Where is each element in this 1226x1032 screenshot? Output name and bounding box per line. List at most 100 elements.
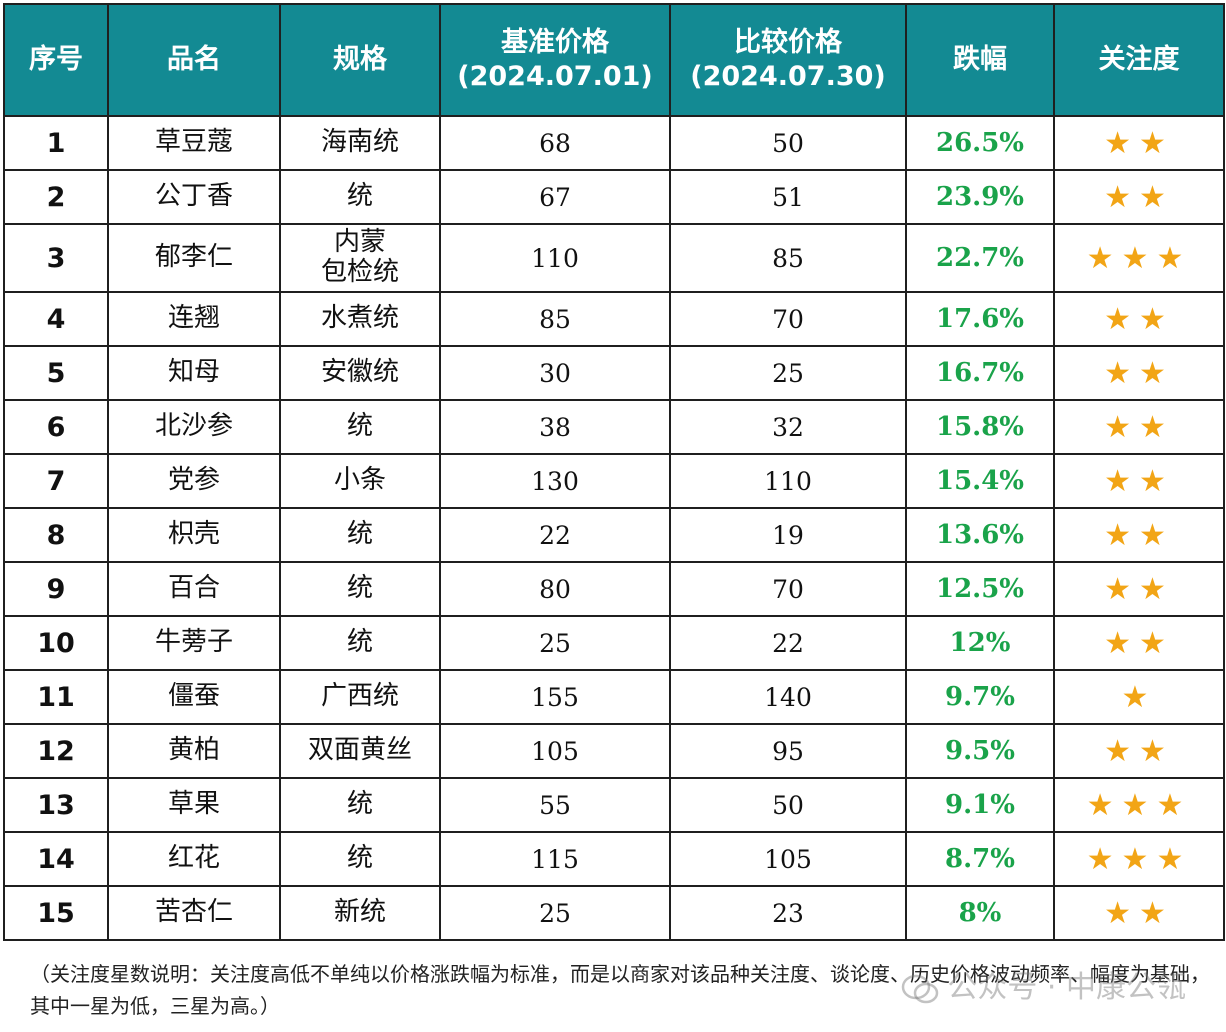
base-price: 55	[439, 777, 671, 833]
header-name: 品名	[107, 3, 281, 117]
row-index: 8	[3, 507, 109, 563]
item-name: 郁李仁	[107, 223, 281, 293]
header-base-price: 基准价格 (2024.07.01)	[439, 3, 671, 117]
row-index: 4	[3, 291, 109, 347]
base-price: 25	[439, 885, 671, 941]
drop-percent: 8.7%	[905, 831, 1055, 887]
item-name: 知母	[107, 345, 281, 401]
watermark: 公众号 · 中康公瓴	[901, 962, 1186, 1006]
attention-note: （关注度星数说明：关注度高低不单纯以价格涨跌幅为标准，而是以商家对该品种关注度、…	[30, 962, 1210, 1018]
row-index: 3	[3, 223, 109, 293]
item-spec: 统	[279, 831, 441, 887]
drop-percent: 13.6%	[905, 507, 1055, 563]
drop-percent: 9.7%	[905, 669, 1055, 725]
watermark-text: 公众号 · 中康公瓴	[947, 970, 1186, 1005]
row-index: 11	[3, 669, 109, 725]
item-name: 枳壳	[107, 507, 281, 563]
header-attention: 关注度	[1053, 3, 1225, 117]
item-spec: 海南统	[279, 115, 441, 171]
item-name: 北沙参	[107, 399, 281, 455]
compare-price: 51	[669, 169, 907, 225]
item-spec: 水煮统	[279, 291, 441, 347]
base-price: 80	[439, 561, 671, 617]
header-row: 序号 品名 规格 基准价格 (2024.07.01) 比较价格 (2024.07…	[3, 3, 1225, 117]
drop-percent: 15.8%	[905, 399, 1055, 455]
drop-percent: 12%	[905, 615, 1055, 671]
drop-percent: 16.7%	[905, 345, 1055, 401]
table-row: 12 黄柏 双面黄丝 105 95 9.5% ★★	[3, 723, 1225, 779]
compare-price: 25	[669, 345, 907, 401]
table-row: 3 郁李仁 内蒙 包检统 110 85 22.7% ★★★	[3, 223, 1225, 293]
drop-percent: 15.4%	[905, 453, 1055, 509]
base-price: 155	[439, 669, 671, 725]
item-name: 草果	[107, 777, 281, 833]
item-name: 黄柏	[107, 723, 281, 779]
row-index: 5	[3, 345, 109, 401]
row-index: 14	[3, 831, 109, 887]
base-price: 38	[439, 399, 671, 455]
compare-price: 32	[669, 399, 907, 455]
attention-stars: ★	[1053, 669, 1225, 725]
header-spec: 规格	[279, 3, 441, 117]
item-spec: 统	[279, 169, 441, 225]
item-spec: 双面黄丝	[279, 723, 441, 779]
item-spec: 广西统	[279, 669, 441, 725]
base-price: 25	[439, 615, 671, 671]
item-spec: 安徽统	[279, 345, 441, 401]
row-index: 2	[3, 169, 109, 225]
base-price: 30	[439, 345, 671, 401]
attention-stars: ★★★	[1053, 777, 1225, 833]
item-name: 苦杏仁	[107, 885, 281, 941]
table-row: 13 草果统 55 50 9.1% ★★★	[3, 777, 1225, 833]
drop-percent: 12.5%	[905, 561, 1055, 617]
row-index: 6	[3, 399, 109, 455]
item-name: 僵蚕	[107, 669, 281, 725]
attention-stars: ★★	[1053, 615, 1225, 671]
base-price: 22	[439, 507, 671, 563]
attention-stars: ★★	[1053, 561, 1225, 617]
attention-stars: ★★	[1053, 507, 1225, 563]
table-row: 7 党参 小条 130 110 15.4% ★★	[3, 453, 1225, 509]
compare-price: 50	[669, 115, 907, 171]
compare-price: 19	[669, 507, 907, 563]
drop-percent: 23.9%	[905, 169, 1055, 225]
compare-price: 105	[669, 831, 907, 887]
table-row: 2 公丁香统 67 51 23.9% ★★	[3, 169, 1225, 225]
attention-stars: ★★	[1053, 169, 1225, 225]
drop-percent: 26.5%	[905, 115, 1055, 171]
table-row: 4 连翘 水煮统 85 70 17.6% ★★	[3, 291, 1225, 347]
compare-price: 70	[669, 291, 907, 347]
table-row: 15 苦杏仁 新统 25 23 8% ★★	[3, 885, 1225, 941]
drop-percent: 8%	[905, 885, 1055, 941]
attention-stars: ★★	[1053, 453, 1225, 509]
price-table-container: 序号 品名 规格 基准价格 (2024.07.01) 比较价格 (2024.07…	[3, 3, 1225, 941]
item-name: 连翘	[107, 291, 281, 347]
compare-price: 70	[669, 561, 907, 617]
header-compare-price: 比较价格 (2024.07.30)	[669, 3, 907, 117]
compare-price: 110	[669, 453, 907, 509]
row-index: 12	[3, 723, 109, 779]
attention-stars: ★★	[1053, 345, 1225, 401]
row-index: 13	[3, 777, 109, 833]
item-name: 草豆蔻	[107, 115, 281, 171]
table-row: 9 百合统 80 70 12.5% ★★	[3, 561, 1225, 617]
attention-stars: ★★	[1053, 723, 1225, 779]
item-spec: 新统	[279, 885, 441, 941]
table-row: 1 草豆蔻 海南统 68 50 26.5% ★★	[3, 115, 1225, 171]
base-price: 68	[439, 115, 671, 171]
item-spec: 统	[279, 777, 441, 833]
compare-price: 85	[669, 223, 907, 293]
compare-price: 140	[669, 669, 907, 725]
item-name: 百合	[107, 561, 281, 617]
row-index: 15	[3, 885, 109, 941]
compare-price: 95	[669, 723, 907, 779]
compare-price: 22	[669, 615, 907, 671]
drop-percent: 9.5%	[905, 723, 1055, 779]
table-row: 11 僵蚕 广西统 155 140 9.7% ★	[3, 669, 1225, 725]
attention-stars: ★★	[1053, 115, 1225, 171]
attention-stars: ★★★	[1053, 223, 1225, 293]
item-spec: 统	[279, 399, 441, 455]
item-name: 公丁香	[107, 169, 281, 225]
table-row: 5 知母 安徽统 30 25 16.7% ★★	[3, 345, 1225, 401]
item-spec: 统	[279, 561, 441, 617]
